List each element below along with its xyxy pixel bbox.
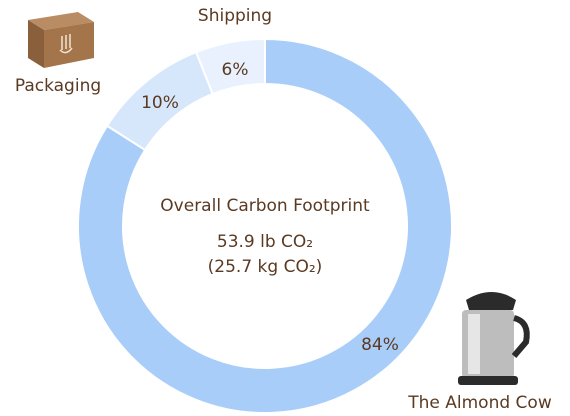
center-line: (25.7 kg CO₂)	[208, 257, 323, 277]
center-title: Overall Carbon Footprint	[160, 196, 370, 216]
chart: Overall Carbon Footprint 53.9 lb CO₂ (25.7…	[0, 0, 570, 416]
value-label: 6%	[222, 60, 249, 80]
box-icon	[28, 12, 94, 68]
category-label: Packaging	[15, 76, 101, 96]
kettle-icon	[458, 292, 527, 385]
value-label: 10%	[141, 93, 179, 113]
category-label: Shipping	[198, 6, 272, 26]
center-line: 53.9 lb CO₂	[217, 232, 313, 252]
value-label: 84%	[361, 335, 399, 355]
category-label: The Almond Cow	[407, 393, 552, 413]
